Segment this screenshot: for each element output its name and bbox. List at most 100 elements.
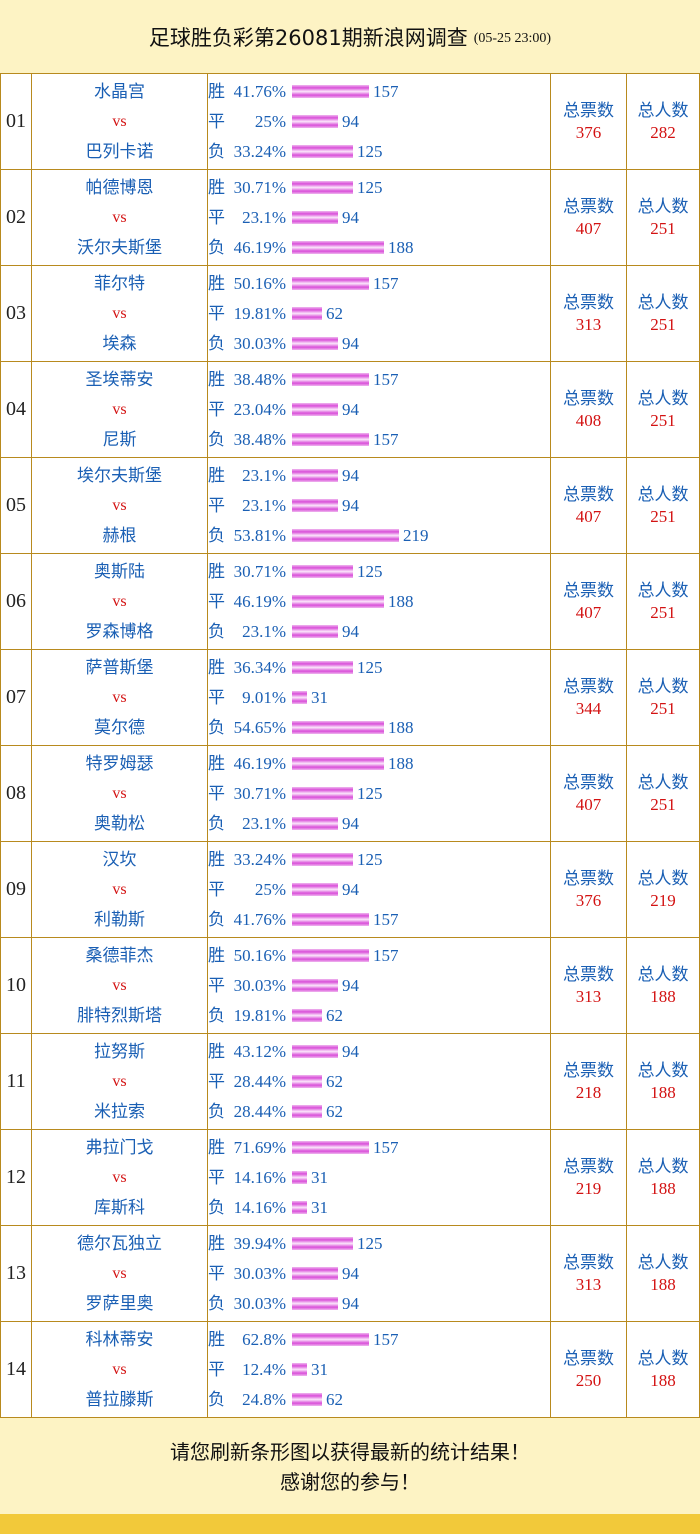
vote-count: 62 xyxy=(326,1101,343,1121)
vote-row-win: 胜 71.69% 157 xyxy=(208,1133,550,1163)
vote-row-draw: 平 23.04% 94 xyxy=(208,395,550,425)
vote-bar xyxy=(292,883,338,896)
match-teams: 拉努斯 vs 米拉索 xyxy=(31,1033,208,1130)
match-row: 12 弗拉门戈 vs 库斯科 胜 71.69% 157 平 14.16% 31 … xyxy=(0,1129,700,1226)
vote-bar xyxy=(292,691,307,704)
away-team: 沃尔夫斯堡 xyxy=(77,237,162,258)
total-people-value: 251 xyxy=(650,506,676,526)
total-votes-cell: 总票数 344 xyxy=(550,649,627,746)
total-people-label: 总人数 xyxy=(637,964,689,985)
vote-bar xyxy=(292,1297,338,1310)
total-votes-label: 总票数 xyxy=(563,964,614,985)
total-votes-label: 总票数 xyxy=(563,868,614,889)
vote-percent: 30.71% xyxy=(233,177,286,197)
vote-count: 94 xyxy=(342,621,359,641)
total-votes-label: 总票数 xyxy=(563,100,614,121)
vote-percent: 43.12% xyxy=(233,1041,286,1061)
vote-bars: 胜 30.71% 125 平 23.1% 94 负 46.19% 188 xyxy=(207,169,551,266)
match-number: 09 xyxy=(0,841,32,938)
total-votes-cell: 总票数 408 xyxy=(550,361,627,458)
vote-row-win: 胜 46.19% 188 xyxy=(208,749,550,779)
vote-row-win: 胜 50.16% 157 xyxy=(208,269,550,299)
vote-row-win: 胜 38.48% 157 xyxy=(208,365,550,395)
vote-row-win: 胜 43.12% 94 xyxy=(208,1037,550,1067)
bottom-strip xyxy=(0,1514,700,1534)
away-team: 赫根 xyxy=(102,525,137,546)
match-number: 14 xyxy=(0,1321,32,1418)
refresh-hint: 请您刷新条形图以获得最新的统计结果！ xyxy=(170,1440,530,1464)
vote-bar xyxy=(292,1237,353,1250)
vote-bar xyxy=(292,373,369,386)
outcome-label: 负 xyxy=(208,1293,225,1314)
vote-percent: 30.03% xyxy=(233,333,286,353)
vote-count: 188 xyxy=(388,717,414,737)
vote-bars: 胜 46.19% 188 平 30.71% 125 负 23.1% 94 xyxy=(207,745,551,842)
vote-bar xyxy=(292,1393,322,1406)
vote-row-lose: 负 28.44% 62 xyxy=(208,1097,550,1127)
total-people-value: 251 xyxy=(650,410,676,430)
vote-bar xyxy=(292,1009,322,1022)
page-title: 足球胜负彩第26081期新浪网调查 xyxy=(148,25,468,50)
vote-percent: 24.8% xyxy=(242,1389,286,1409)
vote-count: 125 xyxy=(357,177,383,197)
vs-label: vs xyxy=(112,112,127,130)
vote-count: 31 xyxy=(311,1359,328,1379)
vote-count: 125 xyxy=(357,1233,383,1253)
total-votes-label: 总票数 xyxy=(563,196,614,217)
total-people-cell: 总人数 251 xyxy=(626,553,700,650)
vote-row-draw: 平 28.44% 62 xyxy=(208,1067,550,1097)
match-row: 03 菲尔特 vs 埃森 胜 50.16% 157 平 19.81% 62 负 … xyxy=(0,265,700,362)
total-votes-cell: 总票数 407 xyxy=(550,745,627,842)
total-people-label: 总人数 xyxy=(637,292,689,313)
vote-count: 157 xyxy=(373,1137,399,1157)
vote-bar xyxy=(292,1333,369,1346)
total-people-cell: 总人数 188 xyxy=(626,1129,700,1226)
total-people-cell: 总人数 219 xyxy=(626,841,700,938)
vote-bar xyxy=(292,1045,338,1058)
outcome-label: 平 xyxy=(208,1071,225,1092)
vote-percent: 23.04% xyxy=(233,399,286,419)
vote-row-draw: 平 30.03% 94 xyxy=(208,1259,550,1289)
match-row: 13 德尔瓦独立 vs 罗萨里奥 胜 39.94% 125 平 30.03% 9… xyxy=(0,1225,700,1322)
vs-label: vs xyxy=(112,304,127,322)
vote-bar xyxy=(292,1075,322,1088)
match-number: 13 xyxy=(0,1225,32,1322)
vote-percent: 30.03% xyxy=(233,975,286,995)
total-votes-value: 250 xyxy=(575,1370,602,1390)
total-people-cell: 总人数 282 xyxy=(626,73,700,170)
vote-percent: 33.24% xyxy=(233,141,286,161)
vote-percent: 19.81% xyxy=(233,1005,286,1025)
total-people-label: 总人数 xyxy=(637,868,689,889)
vote-count: 94 xyxy=(342,207,359,227)
vote-percent: 71.69% xyxy=(233,1137,286,1157)
match-number: 02 xyxy=(0,169,32,266)
outcome-label: 负 xyxy=(208,621,225,642)
vote-bar xyxy=(292,1267,338,1280)
vote-percent: 50.16% xyxy=(233,273,286,293)
vote-percent: 23.1% xyxy=(242,207,286,227)
vote-row-lose: 负 14.16% 31 xyxy=(208,1193,550,1223)
vote-percent: 23.1% xyxy=(242,495,286,515)
total-votes-label: 总票数 xyxy=(563,1252,614,1273)
total-votes-cell: 总票数 407 xyxy=(550,169,627,266)
vote-count: 94 xyxy=(342,111,359,131)
vote-percent: 38.48% xyxy=(233,369,286,389)
vote-count: 157 xyxy=(373,909,399,929)
outcome-label: 平 xyxy=(208,879,225,900)
vote-bar xyxy=(292,241,384,254)
total-votes-label: 总票数 xyxy=(563,292,614,313)
outcome-label: 负 xyxy=(208,1389,225,1410)
outcome-label: 平 xyxy=(208,783,225,804)
vote-bar xyxy=(292,853,353,866)
vote-count: 94 xyxy=(342,495,359,515)
away-team: 莫尔德 xyxy=(94,717,145,738)
match-number: 05 xyxy=(0,457,32,554)
total-votes-value: 218 xyxy=(575,1082,602,1102)
vote-count: 94 xyxy=(342,975,359,995)
vote-bar xyxy=(292,115,338,128)
match-teams: 科林蒂安 vs 普拉滕斯 xyxy=(31,1321,208,1418)
vote-percent: 33.24% xyxy=(233,849,286,869)
vote-bar xyxy=(292,721,384,734)
outcome-label: 胜 xyxy=(208,273,225,294)
vote-row-win: 胜 23.1% 94 xyxy=(208,461,550,491)
